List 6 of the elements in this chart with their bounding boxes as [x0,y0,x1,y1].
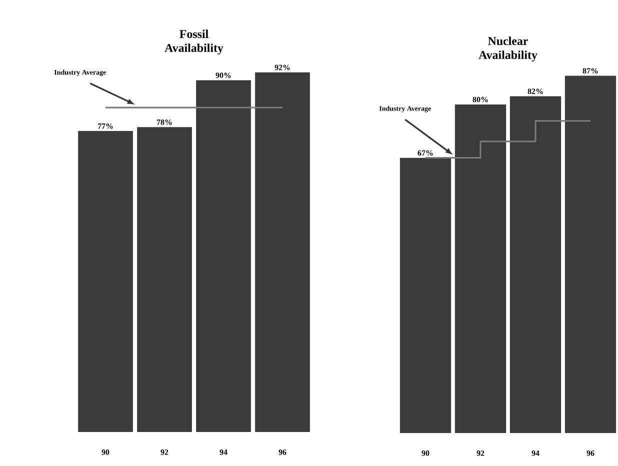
bar [400,158,452,433]
chart-title: Nuclear Availability [478,36,538,62]
bar [564,76,616,433]
chart-title: Fossil Availability [164,30,224,54]
bar [454,104,506,433]
bar [510,96,562,433]
